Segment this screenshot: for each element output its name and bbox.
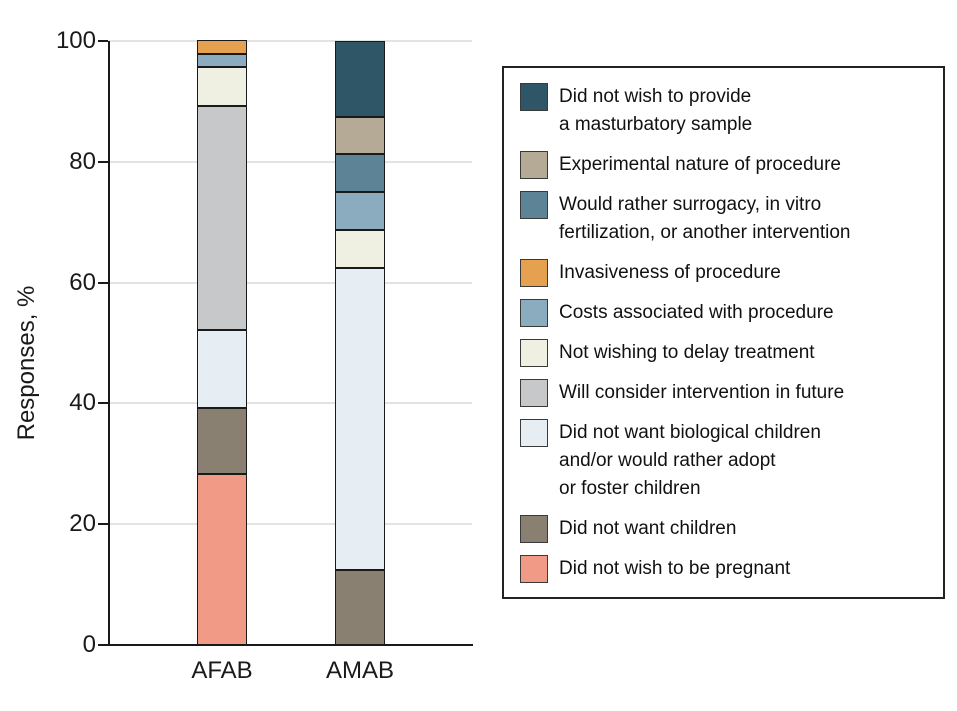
gridline-60 xyxy=(108,281,472,284)
x-label-afab: AFAB xyxy=(191,657,253,684)
y-tick-label-80: 80 xyxy=(69,147,96,175)
legend-item-invasiveness-of-procedure: Invasiveness of procedure xyxy=(520,259,929,287)
bar-segment-afab-did-not-wish-to-be-pregnant xyxy=(197,474,247,645)
y-tick-mark-80 xyxy=(98,160,108,163)
legend-item-not-wishing-to-delay-treatment: Not wishing to delay treatment xyxy=(520,339,929,367)
legend-label: Invasiveness of procedure xyxy=(559,262,781,283)
y-tick-label-20: 20 xyxy=(69,510,96,538)
y-tick-mark-60 xyxy=(98,281,108,284)
bar-segment-amab-experimental-nature-of-procedure xyxy=(335,116,385,155)
legend-label: Would rather surrogacy, in vitro fertili… xyxy=(559,194,851,243)
bar-segment-amab-did-not-wish-to-provide-a-masturbatory-s xyxy=(335,41,385,117)
legend-swatch-invasiveness-of-procedure xyxy=(520,259,548,287)
legend-item-would-rather-surrogacy-in-vitro-fertiliz: Would rather surrogacy, in vitro fertili… xyxy=(520,191,929,247)
legend-label: Costs associated with procedure xyxy=(559,302,834,323)
legend-item-did-not-wish-to-be-pregnant: Did not wish to be pregnant xyxy=(520,555,929,583)
bar-segment-amab-costs-associated-with-procedure xyxy=(335,192,385,230)
bar-segment-amab-did-not-want-children xyxy=(335,569,385,645)
legend-swatch-will-consider-intervention-in-future xyxy=(520,379,548,407)
legend-label: Will consider intervention in future xyxy=(559,382,845,403)
legend: Did not wish to provide a masturbatory s… xyxy=(502,66,945,599)
bar-segment-afab-invasiveness-of-procedure xyxy=(197,40,247,54)
y-tick-label-0: 0 xyxy=(82,631,96,658)
bar-segment-afab-did-not-want-biological-children-and-or- xyxy=(197,329,247,409)
gridline-80 xyxy=(108,160,472,163)
y-tick-label-60: 60 xyxy=(69,268,96,296)
legend-label: Did not want biological children and/or … xyxy=(559,422,821,499)
x-axis-line xyxy=(108,644,473,646)
y-tick-mark-40 xyxy=(98,402,108,405)
legend-label: Did not wish to provide a masturbatory s… xyxy=(559,86,753,135)
y-tick-mark-100 xyxy=(98,40,108,42)
legend-swatch-costs-associated-with-procedure xyxy=(520,299,548,327)
legend-swatch-would-rather-surrogacy-in-vitro-fertiliz xyxy=(520,191,548,219)
legend-swatch-experimental-nature-of-procedure xyxy=(520,151,548,179)
legend-item-will-consider-intervention-in-future: Will consider intervention in future xyxy=(520,379,929,407)
legend-swatch-not-wishing-to-delay-treatment xyxy=(520,339,548,367)
legend-item-did-not-wish-to-provide-a-masturbatory-s: Did not wish to provide a masturbatory s… xyxy=(520,83,929,139)
legend-label: Not wishing to delay treatment xyxy=(559,342,815,363)
legend-swatch-did-not-wish-to-be-pregnant xyxy=(520,555,548,583)
legend-label: Did not want children xyxy=(559,518,737,539)
bar-segment-afab-not-wishing-to-delay-treatment xyxy=(197,66,247,107)
gridline-20 xyxy=(108,523,472,526)
legend-swatch-did-not-wish-to-provide-a-masturbatory-s xyxy=(520,83,548,111)
bar-segment-afab-did-not-want-children xyxy=(197,408,247,475)
bar-segment-amab-not-wishing-to-delay-treatment xyxy=(335,229,385,268)
bar-segment-afab-costs-associated-with-procedure xyxy=(197,53,247,67)
legend-item-did-not-want-children: Did not want children xyxy=(520,515,929,543)
legend-swatch-did-not-want-children xyxy=(520,515,548,543)
legend-label: Experimental nature of procedure xyxy=(559,154,841,175)
bar-segment-amab-would-rather-surrogacy-in-vitro-fertiliz xyxy=(335,154,385,192)
gridline-100 xyxy=(108,40,472,42)
legend-swatch-did-not-want-biological-children-and-or- xyxy=(520,419,548,447)
legend-label: Did not wish to be pregnant xyxy=(559,558,791,579)
bar-segment-afab-will-consider-intervention-in-future xyxy=(197,106,247,330)
legend-item-costs-associated-with-procedure: Costs associated with procedure xyxy=(520,299,929,327)
legend-item-did-not-want-biological-children-and-or-: Did not want biological children and/or … xyxy=(520,419,929,503)
y-tick-label-100: 100 xyxy=(55,27,96,54)
y-axis-line xyxy=(108,41,110,646)
x-label-amab: AMAB xyxy=(325,657,394,684)
y-tick-label-40: 40 xyxy=(69,389,96,417)
legend-item-experimental-nature-of-procedure: Experimental nature of procedure xyxy=(520,151,929,179)
bar-segment-amab-did-not-want-biological-children-and-or- xyxy=(335,267,385,570)
y-tick-mark-0 xyxy=(98,644,108,646)
gridline-40 xyxy=(108,402,472,405)
y-tick-mark-20 xyxy=(98,523,108,526)
